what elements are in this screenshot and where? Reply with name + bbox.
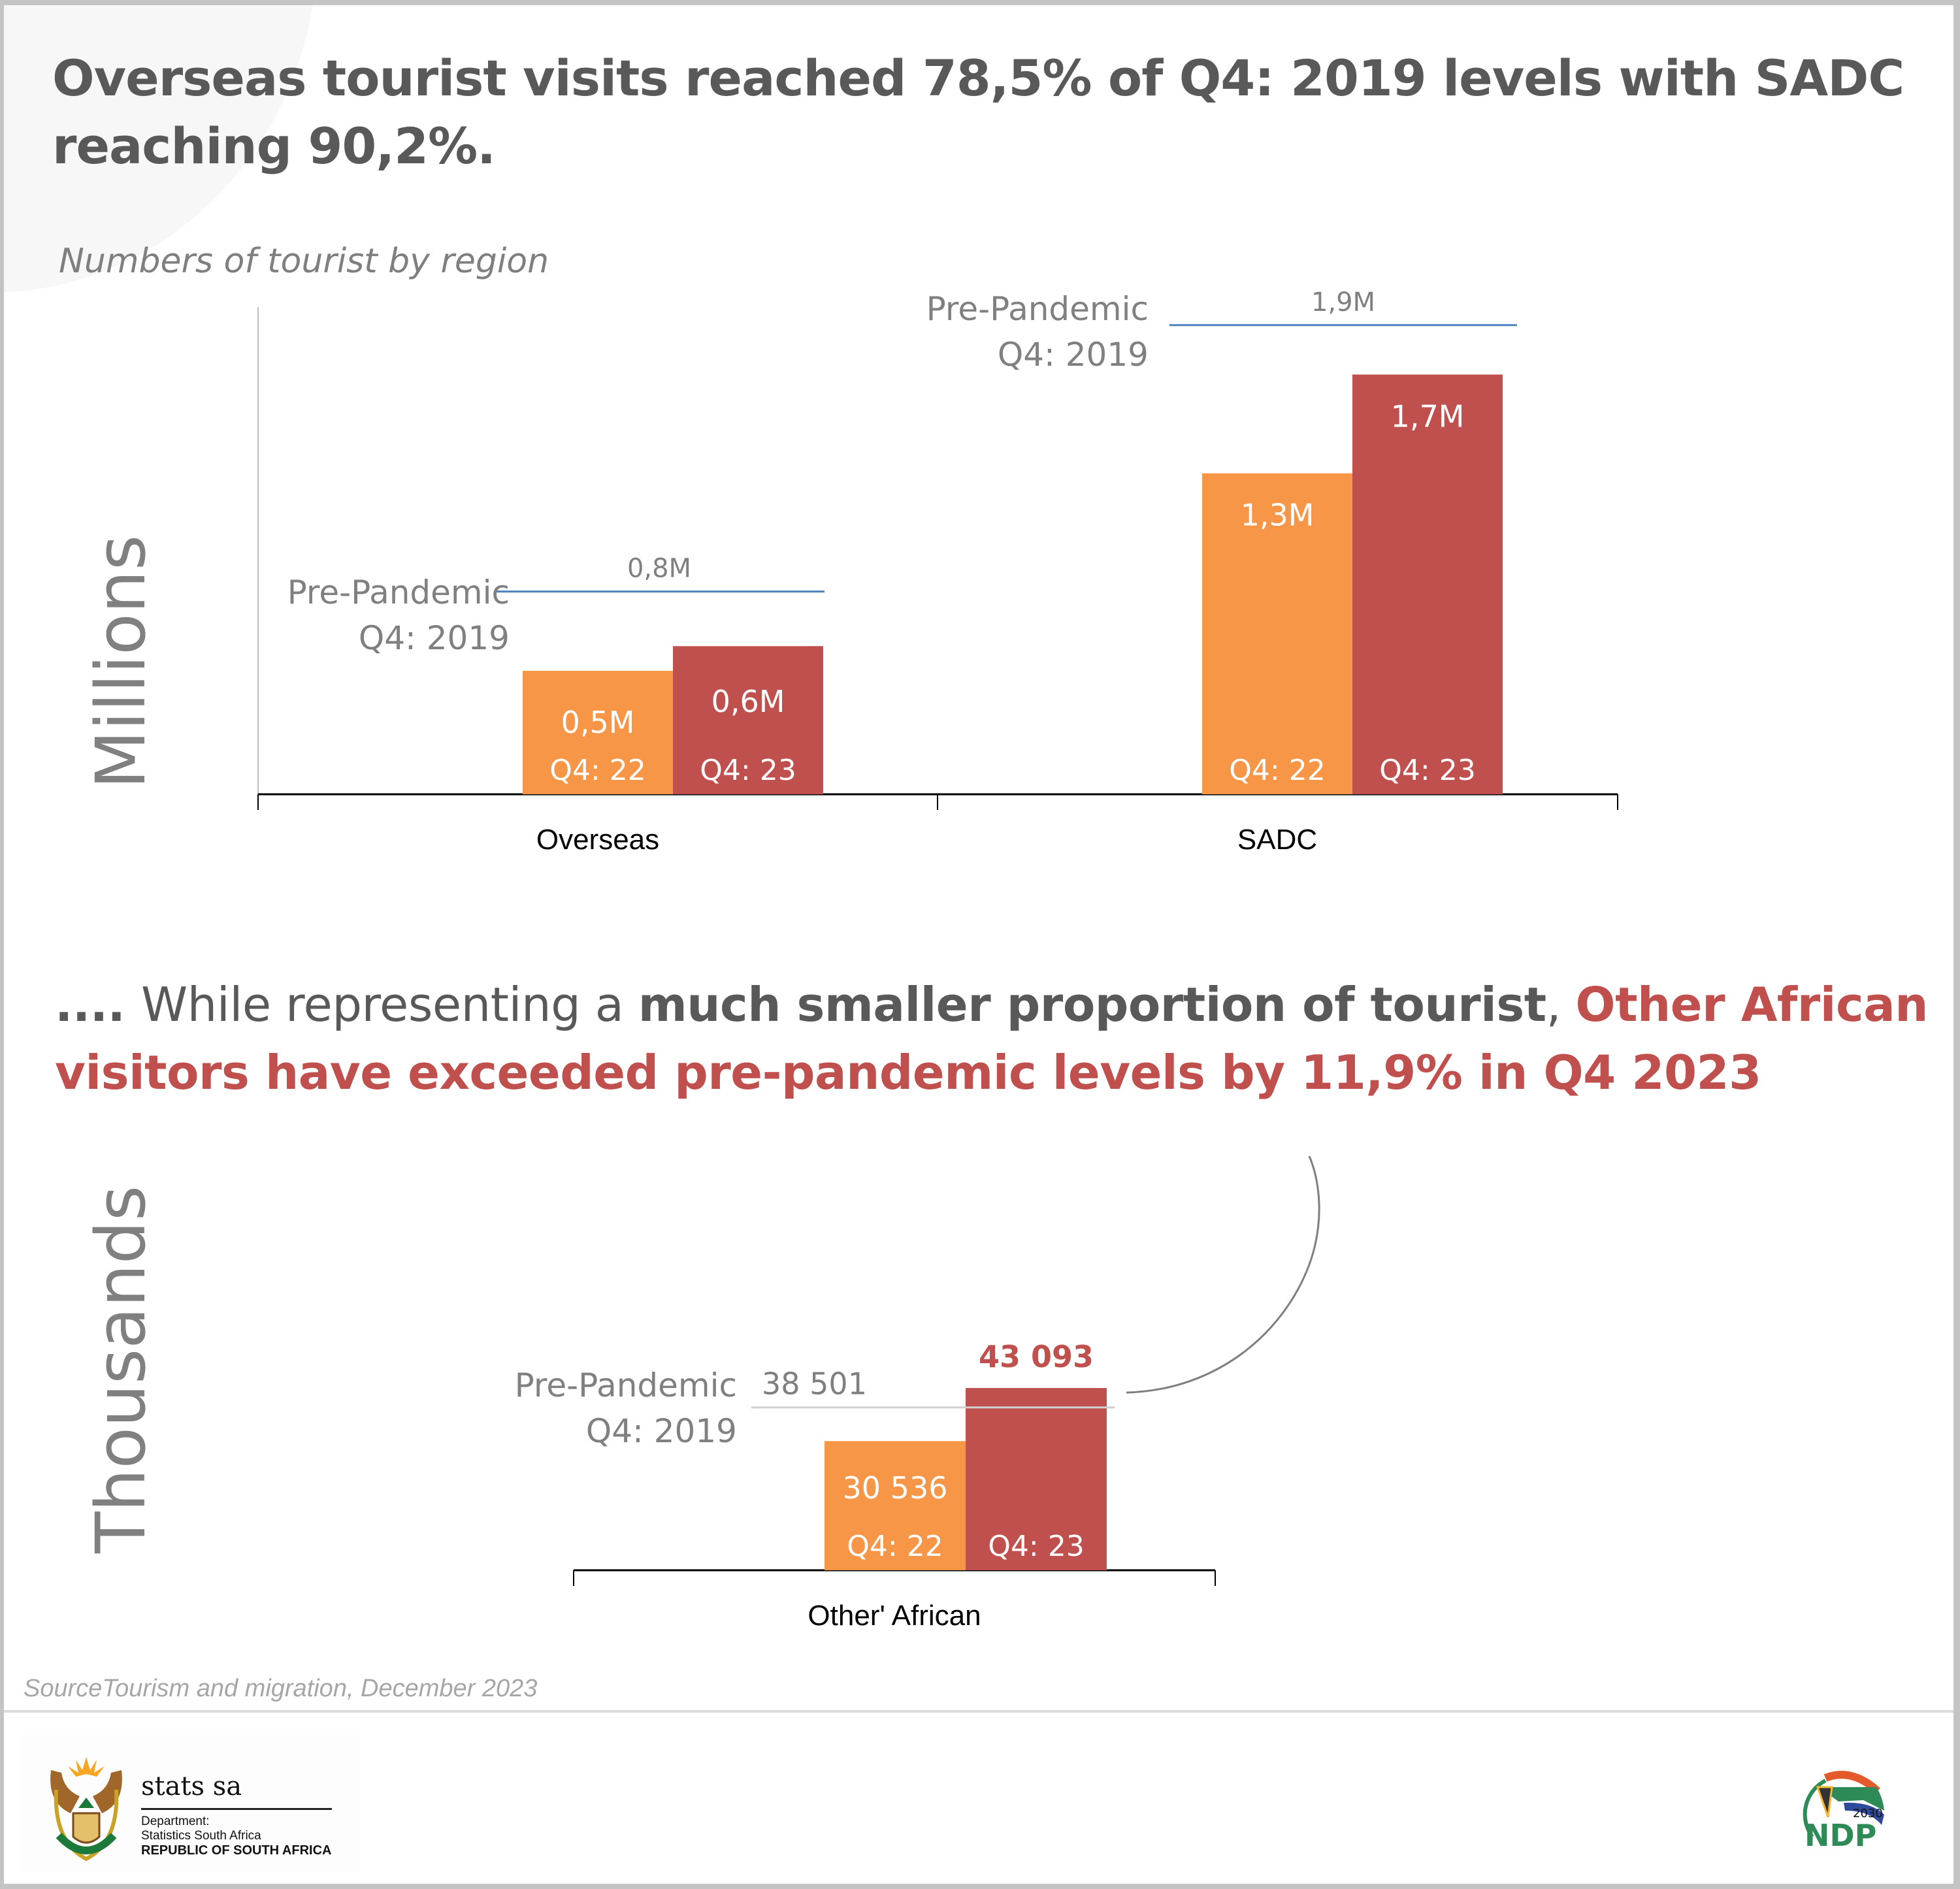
brand-rule	[141, 1808, 332, 1810]
bar-period-label: Q4: 22	[1229, 754, 1325, 787]
reference-label-line1: Pre-Pandemic	[926, 290, 1149, 328]
reference-value-label: 38 501	[762, 1366, 867, 1402]
category-label-overseas: Overseas	[536, 824, 659, 856]
bar-sadc-q4-22	[1202, 473, 1352, 794]
ndp-text: NDP	[1805, 1818, 1876, 1850]
chart-subtitle: Numbers of tourist by region	[59, 242, 549, 281]
headline: Overseas tourist visits reached 78,5% of…	[52, 49, 1904, 175]
reference-label-line1: Pre-Pandemic	[287, 573, 510, 611]
footer-divider	[4, 1710, 1953, 1713]
bar-value-label: 1,3M	[1241, 498, 1315, 533]
bar-value-label-highlight: 43 093	[979, 1339, 1094, 1374]
secondary-headline: .... While representing a much smaller p…	[55, 971, 1936, 1106]
bar-value-label: 0,5M	[561, 705, 635, 740]
ndp-year: 2030	[1853, 1807, 1883, 1820]
reference-value-label: 0,8M	[627, 554, 691, 584]
brand-department: Department: Statistics South Africa	[141, 1815, 261, 1843]
department-label: Department:	[141, 1815, 210, 1828]
tourist-charts: 0,5M Q4: 22 0,6M Q4: 23 0,8M Pre-Pandemic Q4: …	[257, 287, 1618, 1632]
reference-value-label: 1,9M	[1311, 287, 1375, 317]
stats-sa-logo: stats sa Department: Statistics South Af…	[20, 1735, 359, 1872]
bar-period-label: Q4: 23	[700, 754, 796, 787]
reference-label-line2: Q4: 2019	[586, 1412, 737, 1450]
bar-period-label: Q4: 22	[549, 754, 645, 787]
reference-label-line2: Q4: 2019	[359, 619, 510, 657]
bar-period-label: Q4: 23	[988, 1530, 1084, 1563]
department-name: Statistics South Africa	[141, 1829, 261, 1843]
bar-other-african-q4-23	[966, 1388, 1107, 1570]
bar-period-label: Q4: 23	[1379, 754, 1475, 787]
category-label-other-african: Other' African	[808, 1600, 981, 1632]
callout-curve	[1126, 1155, 1320, 1394]
coat-of-arms-icon	[50, 1757, 122, 1862]
brand-name: stats sa	[141, 1771, 242, 1801]
bar-value-label: 1,7M	[1391, 398, 1465, 434]
headline-normal-text: While representing a	[140, 977, 638, 1032]
reference-label-line1: Pre-Pandemic	[515, 1366, 737, 1404]
reference-label-line2: Q4: 2019	[998, 336, 1149, 374]
headline-comma: ,	[1546, 977, 1576, 1032]
bar-overseas-q4-22	[523, 671, 673, 794]
ndp-2030-logo: 2030 NDP	[1803, 1771, 1884, 1850]
bar-value-label: 0,6M	[711, 684, 785, 719]
bar-other-african-q4-22	[825, 1441, 966, 1570]
source-note: SourceTourism and migration, December 20…	[24, 1675, 538, 1702]
category-label-sadc: SADC	[1237, 824, 1317, 856]
headline-bold-text: much smaller proportion of tourist	[638, 977, 1546, 1032]
bar-period-label: Q4: 22	[847, 1530, 943, 1563]
brand-country: REPUBLIC OF SOUTH AFRICA	[141, 1843, 332, 1858]
bar-value-label: 30 536	[843, 1470, 948, 1506]
infographic-frame: Overseas tourist visits reached 78,5% of…	[4, 5, 1953, 1884]
headline-ellipsis: ....	[55, 977, 141, 1032]
headline-accent-text: Other African visitors have exceeded pre…	[55, 977, 1928, 1100]
bar-sadc-q4-23	[1352, 374, 1503, 794]
bar-overseas-q4-23	[673, 646, 823, 794]
